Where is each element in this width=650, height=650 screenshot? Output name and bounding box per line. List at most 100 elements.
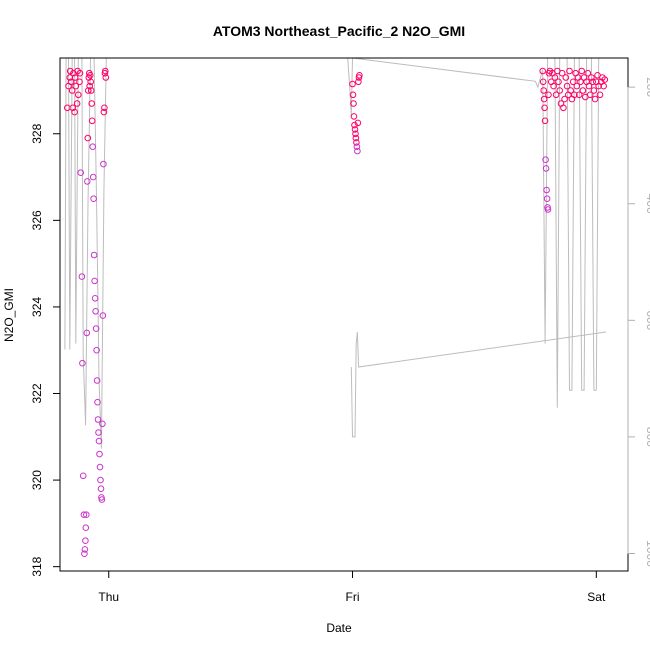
data-point-s3-6 — [541, 117, 549, 125]
data-point-s2-3 — [350, 100, 357, 107]
y2-tick-label-600: 600 — [644, 310, 650, 330]
data-point-s1-16 — [76, 69, 84, 77]
data-point-s3-5 — [541, 104, 548, 112]
data-point-s3-41 — [578, 67, 586, 75]
data-point-s1-39 — [89, 143, 96, 150]
data-point-s3-18 — [550, 82, 557, 90]
data-point-s2-9 — [353, 139, 360, 146]
data-point-s3-35 — [571, 91, 578, 99]
pressure-trace-2 — [350, 331, 607, 438]
data-point-s1-5 — [67, 78, 75, 86]
data-point-s1-58 — [98, 496, 106, 503]
pressure-trace-1 — [64, 57, 604, 449]
data-point-s1-1 — [64, 104, 71, 112]
chart-title: ATOM3 Northeast_Pacific_2 N2O_GMI — [213, 23, 465, 39]
data-point-s1-18 — [78, 273, 86, 280]
data-point-s1-9 — [71, 108, 78, 116]
data-point-s3-27 — [561, 95, 568, 103]
data-point-s2-7 — [352, 130, 359, 138]
data-point-s1-52 — [95, 437, 103, 445]
data-point-s1-66 — [102, 74, 110, 81]
data-point-s1-29 — [84, 134, 92, 142]
data-point-layer — [64, 67, 609, 558]
data-point-s3-47 — [585, 82, 593, 90]
data-point-s1-43 — [91, 277, 98, 285]
data-point-s1-6 — [68, 87, 76, 94]
data-point-s1-20 — [79, 472, 87, 480]
data-point-s1-36 — [87, 87, 95, 94]
data-point-s3-52 — [591, 95, 599, 103]
data-point-s1-49 — [94, 398, 101, 406]
data-point-s1-62 — [100, 108, 108, 116]
data-point-s3-34 — [569, 78, 577, 86]
data-point-s1-63 — [101, 104, 108, 112]
data-point-s3-8 — [542, 165, 550, 172]
data-point-s3-29 — [563, 82, 571, 90]
data-point-s1-15 — [76, 78, 83, 86]
data-point-s1-60 — [99, 312, 107, 319]
data-point-s2-10 — [353, 143, 361, 150]
data-point-s2-11 — [354, 147, 361, 155]
y-tick-label-318: 318 — [30, 556, 44, 576]
data-point-s1-40 — [89, 173, 97, 181]
data-point-s1-56 — [97, 485, 105, 493]
data-point-s1-23 — [81, 546, 89, 553]
data-point-s3-28 — [562, 74, 570, 81]
data-point-s1-24 — [82, 537, 89, 545]
data-point-s2-12 — [354, 119, 362, 127]
data-point-s1-53 — [96, 450, 103, 458]
data-point-s1-38 — [88, 117, 96, 125]
y2-tick-label-1000: 1000 — [644, 540, 650, 567]
data-point-s1-21 — [80, 511, 88, 519]
pressure-trace-layer — [64, 57, 607, 449]
data-point-s1-50 — [94, 416, 102, 423]
data-point-s1-41 — [90, 195, 97, 202]
data-point-s3-12 — [544, 206, 552, 213]
data-point-s1-26 — [83, 511, 90, 519]
data-point-s1-44 — [91, 295, 99, 302]
data-point-s1-37 — [88, 100, 95, 107]
data-point-s1-42 — [90, 251, 98, 259]
data-point-s2-5 — [351, 121, 358, 129]
data-point-s3-7 — [542, 156, 549, 163]
data-point-s2-4 — [350, 113, 358, 120]
y-tick-label-320: 320 — [30, 470, 44, 490]
data-point-s1-45 — [92, 308, 99, 315]
x-tick-label-fri: Fri — [346, 590, 360, 604]
data-point-s3-60 — [601, 76, 609, 83]
data-point-s1-33 — [86, 82, 93, 90]
data-point-s1-25 — [82, 524, 90, 532]
data-point-s3-1 — [539, 67, 547, 75]
y-tick-label-324: 324 — [30, 297, 44, 317]
data-point-s3-49 — [588, 74, 595, 81]
data-point-s2-15 — [356, 72, 363, 79]
data-point-s3-20 — [552, 91, 560, 99]
data-point-s3-26 — [560, 104, 567, 112]
data-point-s1-59 — [99, 420, 106, 428]
data-point-s3-19 — [551, 74, 559, 81]
data-point-s1-10 — [71, 74, 79, 81]
data-point-s1-55 — [97, 476, 104, 484]
data-point-s1-22 — [81, 550, 88, 558]
y-tick-label-326: 326 — [30, 210, 44, 230]
data-point-s1-61 — [100, 160, 107, 168]
data-point-s3-48 — [586, 91, 594, 99]
data-point-s3-3 — [540, 87, 548, 94]
data-point-s1-30 — [85, 87, 92, 94]
data-point-s3-25 — [558, 69, 566, 77]
data-point-s1-7 — [69, 104, 76, 112]
y2-tick-label-400: 400 — [644, 194, 650, 214]
data-point-s1-14 — [75, 91, 82, 99]
data-point-s3-46 — [584, 69, 592, 77]
data-point-s3-23 — [556, 87, 564, 94]
data-point-s3-51 — [590, 87, 598, 94]
data-point-s3-10 — [543, 195, 551, 202]
y-tick-label-322: 322 — [30, 383, 44, 403]
data-point-s3-56 — [596, 91, 604, 99]
data-point-s3-2 — [539, 78, 547, 86]
y-tick-label-328: 328 — [30, 123, 44, 143]
data-point-s3-31 — [566, 67, 573, 75]
y-axis: 318 320 322 324 326 328 — [30, 123, 61, 577]
data-point-s1-47 — [93, 346, 100, 354]
